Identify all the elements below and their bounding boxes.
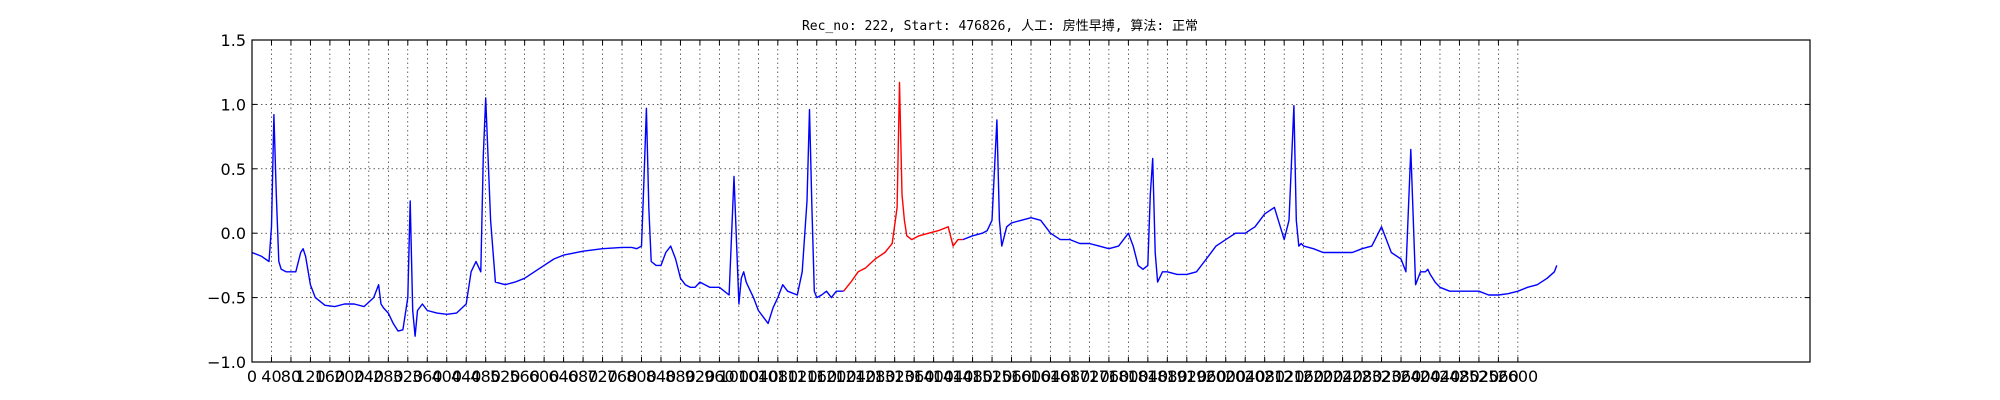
chart-title: Rec_no: 222, Start: 476826, 人工: 房性早搏, 算法… bbox=[802, 18, 1198, 34]
x-tick-label: 200 bbox=[334, 367, 365, 386]
x-axis: 0 40 8012016020024028032036040044048052056… bbox=[247, 40, 1538, 386]
x-tick-label: 1800 bbox=[1108, 367, 1149, 386]
y-axis: −1.0 −0.5 0.0 0.5 1.0 1.5 bbox=[207, 31, 1810, 372]
grid-lines bbox=[252, 40, 1810, 362]
ecg-series-line-2 bbox=[843, 81, 963, 292]
x-tick-label: 1520 bbox=[972, 367, 1013, 386]
x-tick-label: 1840 bbox=[1127, 367, 1168, 386]
x-tick-label: 1560 bbox=[991, 367, 1032, 386]
x-tick-label: 1240 bbox=[835, 367, 876, 386]
x-tick-label: 1480 bbox=[952, 367, 993, 386]
x-tick-label: 1920 bbox=[1166, 367, 1207, 386]
x-tick-label: 640 bbox=[548, 367, 579, 386]
x-tick-label: 1640 bbox=[1030, 367, 1071, 386]
x-tick-label: 480 bbox=[470, 367, 501, 386]
x-tick-label: 600 bbox=[529, 367, 560, 386]
x-tick-label: 2440 bbox=[1420, 367, 1461, 386]
x-tick-label: 1400 bbox=[913, 367, 954, 386]
x-tick-label: 1160 bbox=[796, 367, 837, 386]
x-tick-label: 1600 bbox=[1011, 367, 1052, 386]
x-tick-label: 1720 bbox=[1069, 367, 1110, 386]
x-tick-label: 2080 bbox=[1244, 367, 1285, 386]
x-tick-label: 1880 bbox=[1147, 367, 1188, 386]
x-tick-label: 1040 bbox=[738, 367, 779, 386]
x-tick-label: 920 bbox=[685, 367, 716, 386]
x-tick-label: 2120 bbox=[1264, 367, 1305, 386]
x-tick-label: 680 bbox=[568, 367, 599, 386]
x-tick-label: 1960 bbox=[1186, 367, 1227, 386]
x-tick-label: 720 bbox=[587, 367, 618, 386]
x-tick-label: 320 bbox=[393, 367, 424, 386]
x-tick-label: 2520 bbox=[1459, 367, 1500, 386]
x-tick-label: 360 bbox=[412, 367, 443, 386]
x-tick-label: 960 bbox=[704, 367, 735, 386]
ecg-series-line-1 bbox=[251, 97, 844, 337]
y-tick-label: −1.0 bbox=[207, 353, 246, 372]
x-tick-label: 2280 bbox=[1342, 367, 1383, 386]
x-tick-label: 240 bbox=[354, 367, 385, 386]
y-tick-label: 0.0 bbox=[221, 224, 246, 243]
x-tick-label: 2480 bbox=[1439, 367, 1480, 386]
x-tick-label: 120 bbox=[295, 367, 326, 386]
y-tick-label: 0.5 bbox=[221, 160, 246, 179]
x-tick-label: 1320 bbox=[874, 367, 915, 386]
x-tick-label: 1360 bbox=[894, 367, 935, 386]
x-tick-label: 2320 bbox=[1361, 367, 1402, 386]
x-tick-label: 2040 bbox=[1225, 367, 1266, 386]
x-tick-label: 520 bbox=[490, 367, 521, 386]
ecg-series-line-3 bbox=[962, 104, 1558, 296]
x-tick-label: 1000 bbox=[719, 367, 760, 386]
x-tick-label: 2160 bbox=[1283, 367, 1324, 386]
x-tick-label: 1760 bbox=[1089, 367, 1130, 386]
x-tick-label: 2360 bbox=[1381, 367, 1422, 386]
x-tick-label: 1680 bbox=[1050, 367, 1091, 386]
x-tick-label: 1080 bbox=[757, 367, 798, 386]
x-tick-label: 440 bbox=[451, 367, 482, 386]
x-tick-label: 560 bbox=[509, 367, 540, 386]
x-tick-label: 2400 bbox=[1400, 367, 1441, 386]
x-tick-label: 40 bbox=[261, 367, 281, 386]
x-tick-label: 400 bbox=[431, 367, 462, 386]
x-tick-label: 1200 bbox=[816, 367, 857, 386]
x-tick-label: 280 bbox=[373, 367, 404, 386]
x-tick-label: 2600 bbox=[1498, 367, 1539, 386]
x-tick-label: 1280 bbox=[855, 367, 896, 386]
x-tick-label: 80 bbox=[281, 367, 301, 386]
x-tick-label: 760 bbox=[607, 367, 638, 386]
x-tick-label: 2000 bbox=[1205, 367, 1246, 386]
plot-area-frame bbox=[251, 39, 1811, 363]
ecg-series-group bbox=[251, 81, 1558, 337]
y-tick-label: −0.5 bbox=[207, 289, 246, 308]
x-tick-label: 1440 bbox=[933, 367, 974, 386]
x-tick-label: 2560 bbox=[1478, 367, 1519, 386]
x-tick-label: 840 bbox=[646, 367, 677, 386]
x-tick-label: 0 bbox=[247, 367, 257, 386]
x-tick-label: 1120 bbox=[777, 367, 818, 386]
y-tick-label: 1.0 bbox=[221, 95, 246, 114]
y-tick-label: 1.5 bbox=[221, 31, 246, 50]
x-tick-label: 160 bbox=[315, 367, 346, 386]
x-tick-label: 2240 bbox=[1322, 367, 1363, 386]
x-tick-label: 800 bbox=[626, 367, 657, 386]
x-tick-label: 880 bbox=[665, 367, 696, 386]
x-tick-label: 2200 bbox=[1303, 367, 1344, 386]
